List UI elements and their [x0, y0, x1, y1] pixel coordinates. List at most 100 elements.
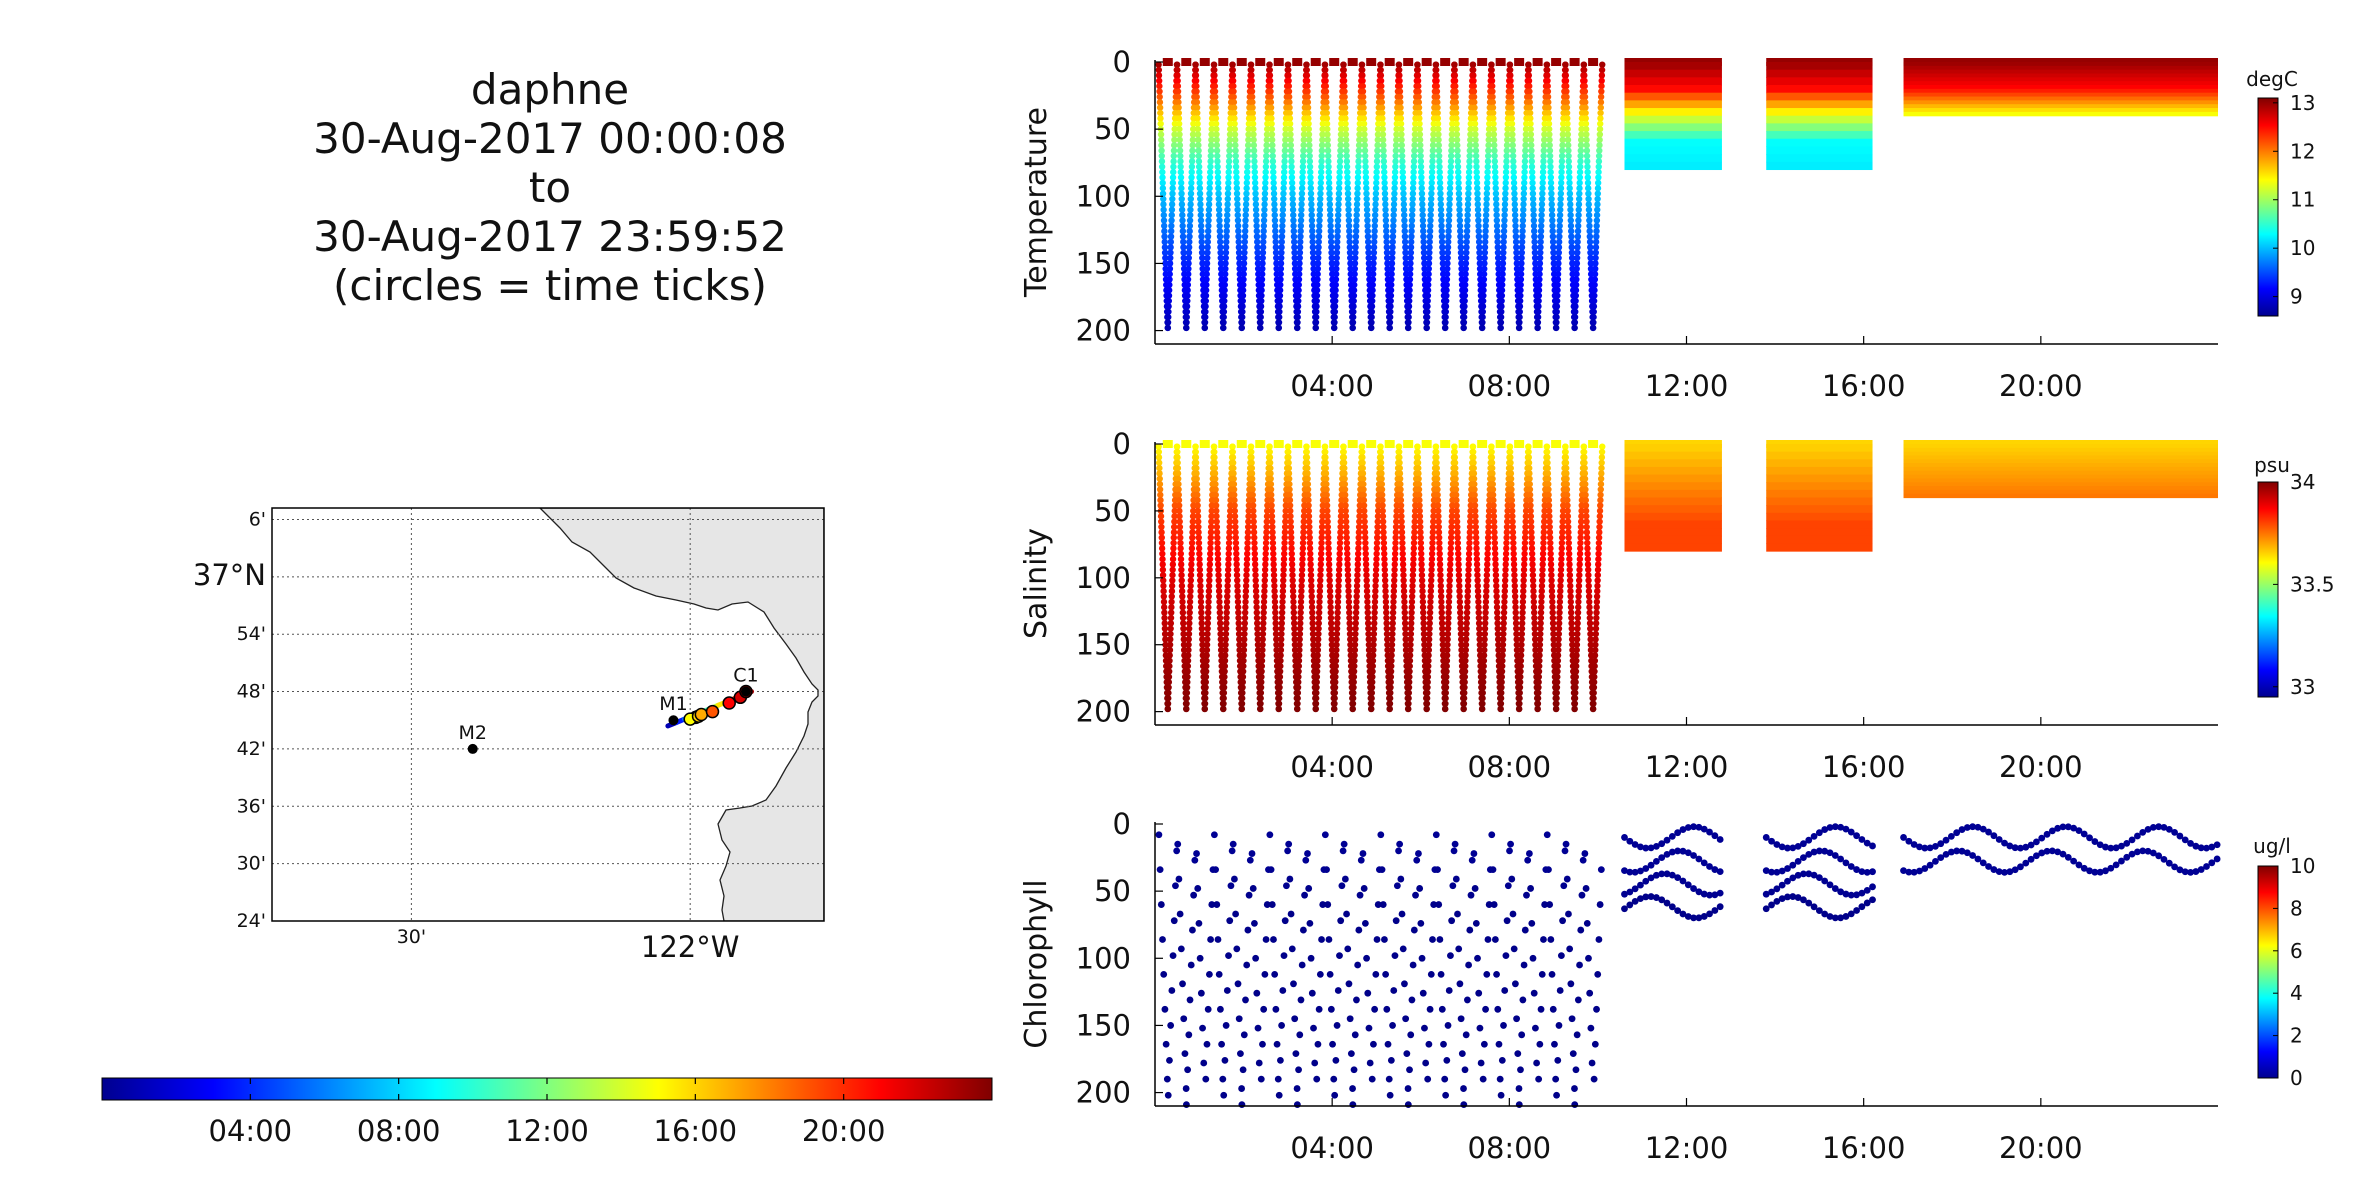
data-point [1452, 82, 1459, 90]
data-point [1343, 147, 1350, 154]
data-point [1279, 598, 1286, 606]
data-point [1454, 142, 1461, 149]
data-point [1364, 228, 1371, 235]
data-point [1361, 147, 1369, 154]
data-point [1426, 233, 1434, 240]
data-point [1341, 470, 1348, 477]
data-point [1355, 529, 1363, 536]
data-point [1253, 614, 1261, 622]
data-point [1217, 244, 1224, 251]
data-point [1248, 454, 1255, 461]
profile-cast [1247, 440, 1273, 713]
data-point [1221, 292, 1228, 299]
station-marker-c1 [740, 686, 751, 697]
data-point [1437, 201, 1445, 208]
data-point [1258, 662, 1266, 670]
data-point [1369, 678, 1376, 686]
data-point [1555, 636, 1562, 643]
data-point [1183, 313, 1190, 321]
data-point [1491, 529, 1498, 536]
data-point [1170, 539, 1177, 547]
data-point [1177, 174, 1185, 181]
profile-cast [1525, 440, 1550, 713]
data-point [1300, 131, 1308, 138]
data-point [1393, 518, 1400, 525]
data-point [1463, 228, 1471, 235]
data-point [1421, 260, 1428, 267]
data-point [1455, 174, 1462, 181]
data-point [1378, 93, 1385, 101]
data-point [1595, 152, 1603, 160]
data-point [1396, 470, 1404, 477]
data-point [1567, 604, 1575, 611]
data-point [1574, 233, 1582, 240]
data-point [1342, 120, 1349, 127]
data-point [1308, 587, 1315, 595]
data-point [1483, 185, 1491, 192]
data-point [1563, 491, 1571, 499]
data-point [1555, 620, 1563, 627]
data-point [1485, 131, 1493, 138]
data-point [1556, 614, 1563, 622]
data-point [1240, 662, 1247, 670]
data-point [1211, 72, 1218, 79]
data-point [1590, 297, 1598, 305]
data-point [1488, 61, 1495, 68]
data-point [1419, 222, 1427, 230]
data-point [1520, 566, 1528, 573]
profile-cap [1199, 440, 1210, 448]
data-point [1174, 66, 1181, 74]
data-point [1392, 539, 1399, 547]
data-point [1235, 620, 1242, 627]
data-point [1479, 313, 1486, 321]
data-point [1549, 222, 1556, 230]
data-point [1377, 66, 1384, 74]
data-point [1392, 163, 1399, 170]
data-point [1314, 657, 1321, 664]
data-point [1549, 228, 1556, 235]
data-point [1197, 206, 1204, 213]
data-point [1306, 147, 1313, 154]
data-point [1165, 695, 1172, 702]
data-point [1317, 561, 1325, 568]
data-point [1354, 174, 1362, 181]
data-point [1318, 158, 1325, 165]
data-point [1482, 211, 1490, 219]
data-point [1382, 206, 1389, 213]
data-point [1443, 657, 1451, 664]
data-point [1390, 604, 1397, 611]
data-point [1170, 168, 1177, 176]
data-point [1583, 147, 1591, 154]
data-point [1325, 534, 1332, 541]
data-point [1202, 689, 1209, 697]
data-point [1435, 142, 1442, 149]
data-point [1442, 313, 1449, 321]
data-point [1427, 206, 1435, 213]
data-point [1573, 265, 1580, 272]
data-point [1442, 705, 1449, 713]
data-point [1383, 625, 1391, 632]
data-point [1548, 185, 1555, 192]
data-point [1564, 502, 1571, 509]
data-point [1530, 598, 1538, 606]
data-point [1573, 657, 1580, 664]
data-point [1371, 211, 1379, 219]
data-point [1295, 678, 1302, 686]
data-point [1178, 201, 1186, 208]
data-point [1536, 636, 1544, 643]
data-point [1522, 136, 1529, 144]
data-point [1436, 545, 1443, 552]
data-point [1353, 206, 1361, 213]
profile-cast [1155, 440, 1181, 713]
data-point [1275, 705, 1283, 713]
data-point [1557, 582, 1564, 590]
data-point [1558, 545, 1565, 552]
data-point [1344, 555, 1351, 563]
data-point [1534, 695, 1542, 702]
data-point [1426, 620, 1433, 627]
data-point [1183, 705, 1190, 713]
data-point [1222, 244, 1230, 251]
profile-cast [1488, 58, 1513, 332]
data-point [1185, 270, 1192, 278]
data-point [1491, 147, 1498, 154]
